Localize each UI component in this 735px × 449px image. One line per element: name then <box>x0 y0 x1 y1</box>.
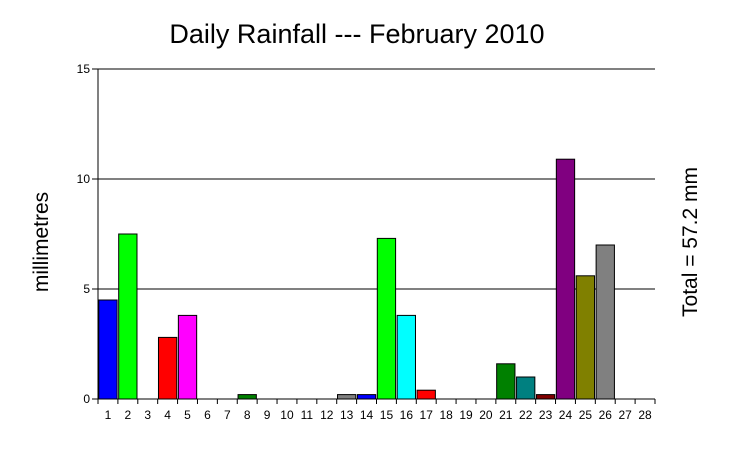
x-tick-label: 11 <box>301 408 314 422</box>
chart-title: Daily Rainfall --- February 2010 <box>169 19 544 49</box>
bar-day-8 <box>237 394 257 400</box>
x-tick-label: 15 <box>380 408 394 422</box>
x-tick-label: 4 <box>164 408 171 422</box>
bar-day-13 <box>337 394 357 400</box>
x-tick-label: 13 <box>340 408 354 422</box>
bar-day-5 <box>177 314 198 400</box>
bar-day-24 <box>555 158 576 400</box>
x-tick-label: 24 <box>559 408 573 422</box>
bar-day-26 <box>595 244 615 400</box>
x-tick-label: 16 <box>400 408 414 422</box>
bar-day-4 <box>157 336 178 400</box>
axes <box>92 68 656 404</box>
x-tick-label: 6 <box>204 408 211 422</box>
x-tick-label: 3 <box>144 408 151 422</box>
x-tick-label: 9 <box>264 408 271 422</box>
y-tick-label: 0 <box>83 392 90 406</box>
x-tick-label: 18 <box>439 408 453 422</box>
x-tick-label: 21 <box>499 408 513 422</box>
y-tick-label: 15 <box>77 62 91 76</box>
x-tick-label: 26 <box>599 408 613 422</box>
bar-day-14 <box>356 394 377 400</box>
x-tick-labels: 1 2 3 4 5 6 7 8 9 10 11 12 13 14 15 16 17 18 19 20 21 22 23 24 2… <box>105 408 652 422</box>
x-tick-label: 27 <box>618 408 632 422</box>
x-tick-label: 8 <box>244 408 251 422</box>
bar-day-17 <box>416 389 436 400</box>
y-axis-label: millimetres <box>30 192 53 292</box>
x-tick-label: 22 <box>519 408 533 422</box>
x-tick-label: 12 <box>320 408 334 422</box>
bars <box>98 158 615 400</box>
x-tick-label: 1 <box>105 408 112 422</box>
bar-day-22 <box>516 376 536 400</box>
x-tick-label: 25 <box>579 408 593 422</box>
bar-day-1 <box>98 299 118 400</box>
x-tick-label: 7 <box>224 408 231 422</box>
x-tick-label: 5 <box>184 408 191 422</box>
bar-day-2 <box>118 233 138 400</box>
x-tick-label: 14 <box>360 408 374 422</box>
y-tick-label: 5 <box>83 282 90 296</box>
bar-day-15 <box>376 237 397 400</box>
y-tick-label: 10 <box>77 172 91 186</box>
total-label: Total = 57.2 mm <box>679 167 702 317</box>
bar-day-25 <box>575 275 596 400</box>
x-tick-label: 28 <box>638 408 652 422</box>
x-tick-label: 20 <box>479 408 493 422</box>
bar-day-21 <box>496 363 516 400</box>
x-tick-label: 10 <box>280 408 294 422</box>
x-tick-label: 17 <box>420 408 434 422</box>
bar-day-23 <box>535 394 556 400</box>
x-tick-label: 23 <box>539 408 553 422</box>
y-tick-labels: 0 5 10 15 <box>77 62 91 406</box>
bar-day-16 <box>396 314 416 400</box>
x-tick-label: 2 <box>124 408 131 422</box>
x-tick-label: 19 <box>459 408 473 422</box>
